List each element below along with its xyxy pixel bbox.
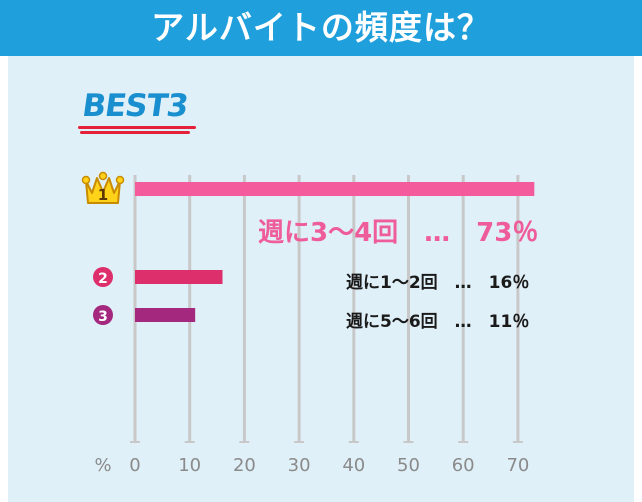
x-tick-label-40: 40 [342, 455, 365, 476]
bar-3 [135, 308, 196, 322]
crown-icon [85, 177, 121, 204]
bar-value-label-1: 週に3～4回 … 73％ [258, 218, 539, 248]
crown-orb-right [115, 175, 125, 185]
x-tick-label-70: 70 [506, 455, 529, 476]
rank-1-label: 1 [98, 186, 108, 204]
page-title: アルバイトの頻度は？ [151, 8, 491, 47]
bar-2 [135, 270, 223, 284]
bar-value-label-3: 週に5～6回 … 11％ [346, 312, 530, 332]
header-bar [0, 0, 642, 56]
x-tick-label-10: 10 [178, 455, 201, 476]
rank-3-circle-icon [93, 305, 113, 325]
bar-value-label-2: 週に1～2回 … 16％ [346, 273, 530, 293]
x-tick-label-50: 50 [397, 455, 420, 476]
rank-2-circle-icon [93, 267, 113, 287]
bar-1 [135, 182, 535, 196]
x-tick-label-0: 0 [129, 455, 140, 476]
rank-2-label: 2 [98, 271, 108, 287]
x-axis-unit-label: % [94, 455, 111, 476]
crown-orb-center [98, 171, 108, 181]
x-tick-label-20: 20 [233, 455, 256, 476]
x-tick-label-60: 60 [452, 455, 475, 476]
x-tick-label-30: 30 [288, 455, 311, 476]
crown-orb-left [81, 175, 91, 185]
badge-underline [78, 126, 196, 129]
rank-3-label: 3 [98, 309, 108, 325]
badge-underline-2 [80, 131, 190, 134]
